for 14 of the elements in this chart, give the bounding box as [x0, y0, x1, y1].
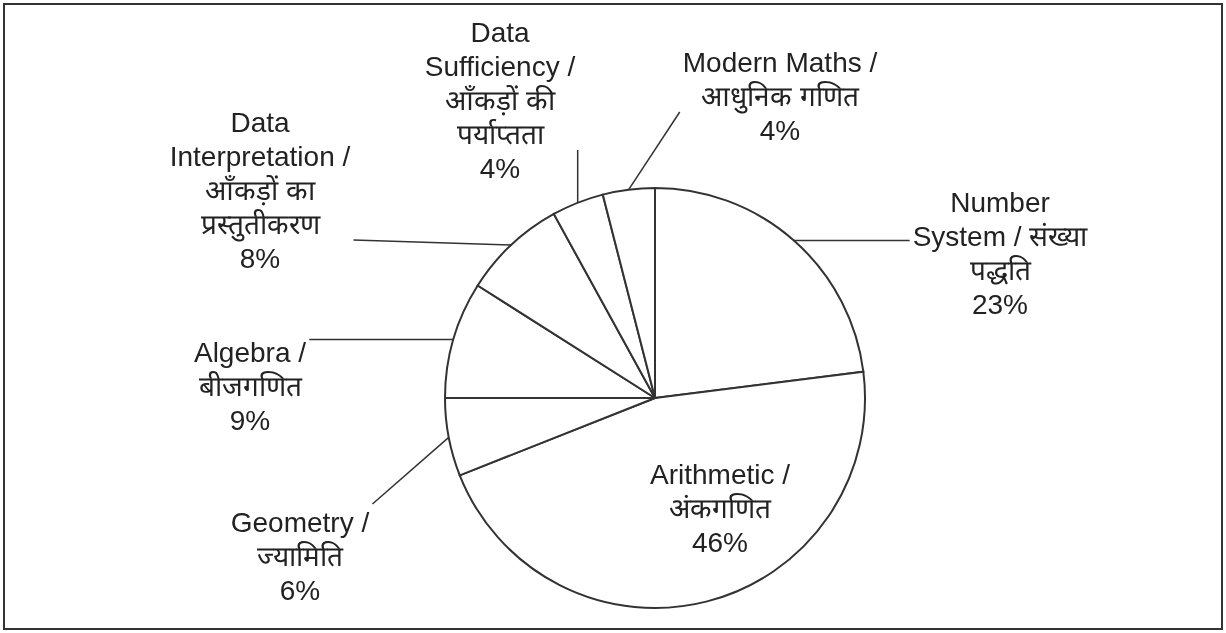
slice-label: Modern Maths / आधुनिक गणित: [682, 47, 878, 114]
data-label: 4%: [759, 115, 801, 146]
slice-label: Arithmetic / अंकगणित: [649, 459, 791, 524]
data-label: 8%: [239, 243, 281, 274]
data-label: 9%: [229, 405, 271, 436]
slice-label: Data Interpretation / आँकड़ों का प्रस्तुतीकरण: [169, 107, 351, 242]
slice-label: Geometry / ज्यामिति: [230, 507, 370, 572]
data-label: 23%: [971, 289, 1029, 320]
data-label: 4%: [479, 153, 521, 184]
slice-label: Data Sufficiency / आँकड़ों की पर्याप्तता: [424, 17, 576, 150]
data-label: 6%: [279, 575, 321, 606]
slice-label: Algebra / बीजगणित: [193, 337, 307, 402]
data-label: 46%: [691, 527, 749, 558]
slice-label: Number System / संख्या पद्धति: [912, 187, 1089, 286]
